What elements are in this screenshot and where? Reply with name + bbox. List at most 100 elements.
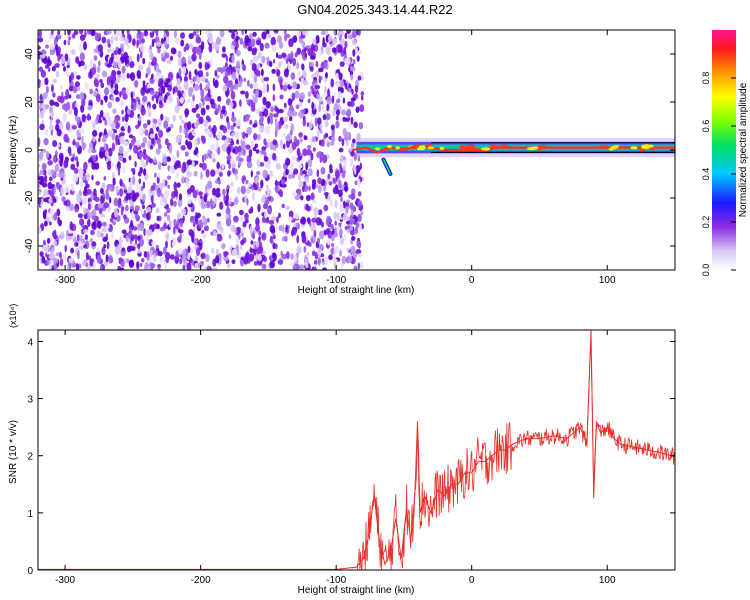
noise-speck: [44, 245, 50, 251]
noise-speck: [141, 204, 145, 210]
noise-speck: [184, 151, 189, 157]
noise-speck: [257, 133, 261, 141]
noise-speck: [300, 195, 304, 201]
noise-speck: [170, 55, 173, 61]
noise-speck: [142, 194, 146, 203]
noise-speck: [111, 133, 115, 141]
noise-speck: [153, 118, 158, 125]
noise-speck: [333, 103, 339, 111]
noise-speck: [325, 192, 328, 200]
noise-speck: [110, 36, 114, 45]
noise-speck: [101, 227, 107, 233]
noise-speck: [312, 38, 317, 45]
band-hotspot: [427, 146, 434, 150]
noise-speck: [203, 194, 208, 203]
noise-speck: [278, 212, 281, 219]
noise-speck: [252, 146, 257, 152]
noise-speck: [191, 107, 197, 113]
noise-speck: [85, 208, 90, 214]
noise-speck: [263, 108, 269, 118]
noise-speck: [183, 46, 187, 53]
noise-speck: [267, 142, 271, 149]
snr-frame: [37, 329, 676, 571]
noise-speck: [251, 63, 257, 72]
noise-speck: [130, 234, 135, 242]
heatmap-x-label: Height of straight line (km): [298, 285, 415, 296]
noise-speck: [192, 221, 196, 227]
noise-speck: [326, 96, 332, 105]
noise-speck: [320, 139, 325, 147]
noise-speck: [133, 145, 139, 154]
noise-speck: [219, 30, 225, 38]
noise-speck: [269, 112, 274, 119]
noise-speck: [234, 227, 238, 235]
noise-speck: [309, 66, 314, 72]
noise-speck: [195, 103, 199, 110]
noise-speck: [191, 99, 195, 109]
noise-speck: [90, 229, 95, 236]
noise-speck: [92, 130, 98, 137]
noise-speck: [169, 124, 174, 129]
noise-speck: [218, 172, 223, 177]
noise-speck: [215, 255, 220, 264]
noise-speck: [123, 189, 128, 194]
noise-speck: [93, 78, 99, 87]
noise-speck: [288, 38, 294, 48]
noise-speck: [87, 211, 91, 220]
noise-speck: [349, 162, 354, 167]
noise-speck: [75, 56, 80, 64]
noise-speck: [95, 162, 99, 170]
noise-speck: [337, 91, 343, 100]
noise-speck: [250, 240, 254, 245]
band-hotspot: [608, 147, 614, 151]
noise-speck: [244, 34, 250, 44]
noise-speck: [128, 259, 135, 268]
y-tick-label: 0: [24, 147, 35, 153]
noise-speck: [49, 190, 55, 198]
noise-speck: [143, 251, 148, 258]
noise-speck: [77, 250, 80, 260]
noise-speck: [55, 102, 60, 107]
noise-speck: [317, 237, 321, 244]
noise-speck: [239, 157, 244, 162]
noise-speck: [239, 209, 244, 216]
noise-speck: [145, 73, 148, 78]
noise-speck: [299, 101, 303, 107]
noise-speck: [101, 70, 108, 78]
noise-speck: [143, 209, 147, 216]
noise-speck: [323, 59, 328, 69]
noise-speck: [89, 238, 94, 243]
noise-speck: [249, 83, 253, 89]
noise-speck: [108, 147, 113, 157]
noise-speck: [316, 128, 320, 138]
noise-speck: [149, 263, 156, 268]
noise-speck: [320, 167, 326, 175]
noise-speck: [241, 141, 246, 149]
noise-speck: [200, 252, 206, 260]
noise-speck: [100, 265, 104, 270]
noise-speck: [325, 72, 328, 79]
noise-speck: [269, 170, 273, 177]
noise-speck: [262, 169, 268, 179]
noise-speck: [145, 229, 150, 236]
noise-speck: [291, 81, 298, 90]
noise-speck: [352, 138, 356, 144]
band-hotspot: [598, 145, 608, 149]
noise-speck: [196, 113, 201, 119]
noise-speck: [187, 199, 192, 205]
noise-speck: [91, 162, 97, 170]
noise-speck: [247, 161, 253, 168]
noise-speck: [338, 189, 343, 198]
noise-speck: [292, 57, 297, 67]
noise-speck: [244, 212, 249, 220]
noise-speck: [80, 169, 84, 175]
noise-speck: [78, 244, 84, 250]
noise-speck: [269, 61, 273, 68]
noise-speck: [260, 196, 266, 203]
noise-speck: [101, 246, 106, 256]
noise-speck: [338, 72, 343, 81]
signal-band: [352, 138, 675, 176]
colorbar-tick-label: 0.8: [701, 72, 711, 85]
noise-speck: [44, 174, 48, 183]
noise-speck: [49, 221, 52, 226]
